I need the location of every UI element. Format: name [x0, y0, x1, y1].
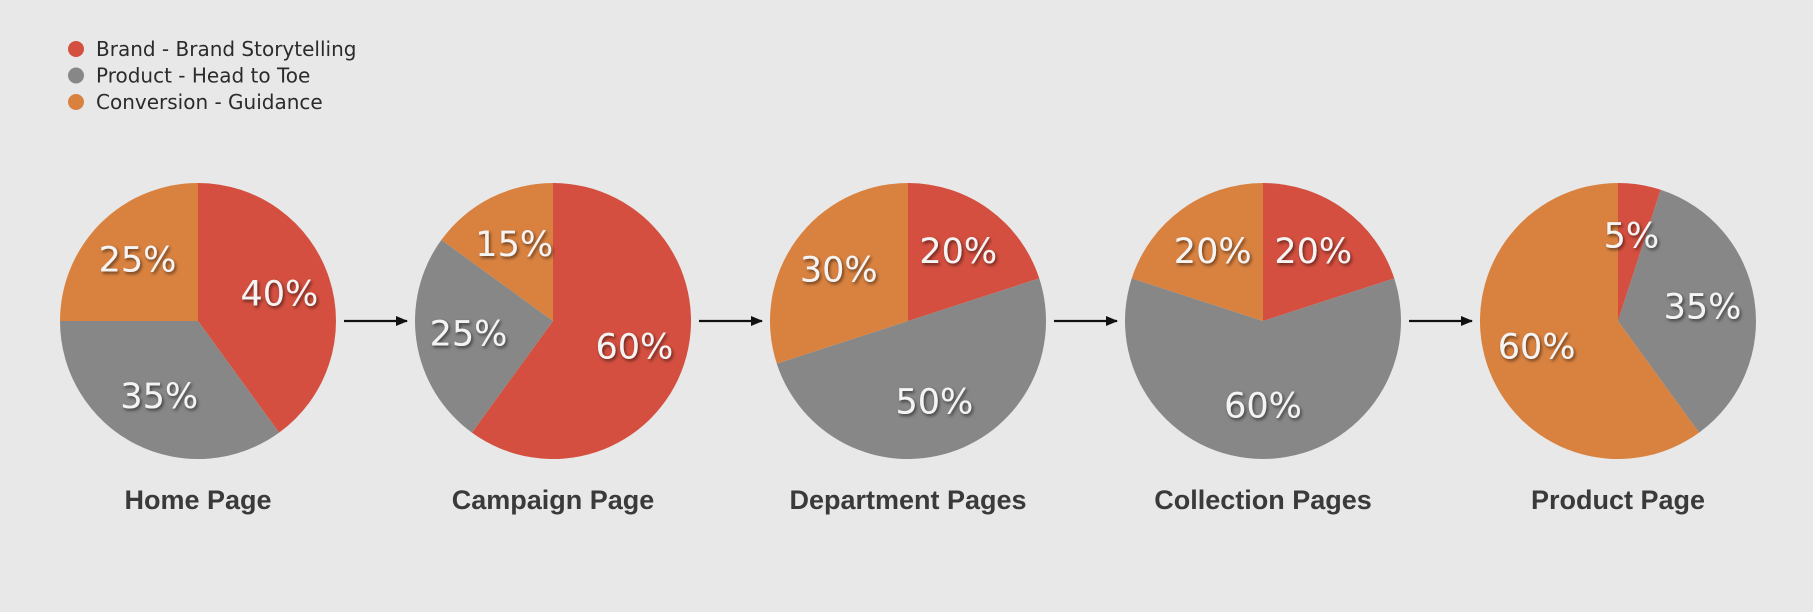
slice-label-product: 35%: [1664, 288, 1742, 328]
slice-label-brand: 20%: [1274, 232, 1352, 272]
pie-slice-product: [415, 239, 553, 433]
slice-label-product: 50%: [896, 382, 974, 422]
legend-marker-conversion: [68, 94, 84, 110]
legend-label-brand: Brand - Brand Storytelling: [96, 37, 356, 61]
pie-slice-brand: [198, 183, 336, 433]
pie-slice-product: [1125, 278, 1402, 459]
legend-marker-brand: [68, 41, 84, 57]
slice-label-conversion: 20%: [1174, 232, 1252, 272]
legend-label-product: Product - Head to Toe: [96, 64, 310, 88]
pie-slice-brand: [908, 183, 1040, 321]
slice-label-brand: 60%: [596, 327, 674, 367]
pie-title: Department Pages: [789, 485, 1026, 515]
pie-slice-conversion: [441, 183, 553, 321]
pie-1: 40% 35% 25% Home Page: [60, 183, 336, 515]
pie-title: Campaign Page: [452, 485, 655, 515]
slice-label-product: 60%: [1224, 387, 1302, 427]
pie-title: Home Page: [124, 485, 271, 515]
pie-slice-brand: [471, 183, 692, 459]
pie-5: 5%35% 60% Product Page: [1479, 182, 1756, 515]
slice-label-conversion: 60%: [1498, 327, 1576, 367]
legend-marker-product: [68, 67, 84, 84]
slice-label-brand: 5%: [1604, 217, 1660, 257]
pie-title: Product Page: [1531, 485, 1705, 515]
pie-slice-brand: [1618, 183, 1661, 321]
pie-slice-conversion: [60, 183, 198, 321]
slice-label-brand: 20%: [919, 232, 997, 272]
pie-3: 20% 50% 30% Department Pages: [769, 182, 1047, 515]
slice-label-conversion: 15%: [475, 225, 553, 265]
pie-slice-product: [1618, 189, 1756, 433]
pie-slice-product: [60, 321, 280, 459]
slice-label-product: 25%: [430, 314, 508, 354]
pie-4: 20% 60% 20% Collection Pages: [1125, 182, 1402, 515]
pie-slice-brand: [1263, 182, 1395, 321]
pie-slice-conversion: [1479, 182, 1700, 460]
pie-slice-conversion: [1131, 182, 1263, 321]
legend-label-conversion: Conversion - Guidance: [96, 90, 323, 114]
pie-slice-conversion: [769, 182, 908, 364]
slice-label-brand: 40%: [241, 275, 319, 315]
pie-title: Collection Pages: [1154, 485, 1372, 515]
slice-label-product: 35%: [120, 377, 198, 417]
slice-label-conversion: 25%: [99, 241, 177, 281]
slice-label-conversion: 30%: [800, 251, 878, 291]
legend: Brand - Brand Storytelling Product - Head…: [68, 37, 356, 114]
pie-2: 60% 25% 15% Campaign Page: [415, 183, 692, 515]
pie-slice-product: [776, 278, 1047, 460]
pies-group: 40% 35% 25% Home Page 60% 25% 15% Campaign Page…: [60, 182, 1756, 515]
